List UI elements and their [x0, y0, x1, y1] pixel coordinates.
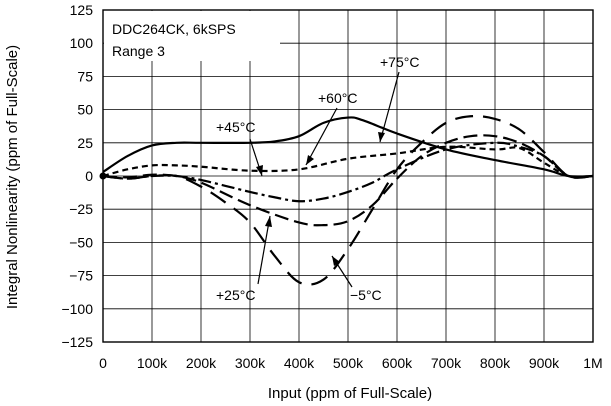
- series-line-1: [102, 145, 594, 179]
- y-tick-label: −75: [69, 268, 93, 284]
- arrowhead-75c: [378, 132, 385, 142]
- callout-label-60c: +60°C: [318, 90, 357, 106]
- annotation-box: [104, 11, 280, 61]
- x-tick-label: 1M: [583, 355, 602, 371]
- x-tick-label: 400k: [284, 355, 315, 371]
- x-tick-label: 900k: [529, 355, 560, 371]
- callout-label-75c: +75°C: [380, 54, 419, 70]
- y-tick-label: −25: [69, 201, 93, 217]
- y-tick-label: 50: [77, 102, 93, 118]
- x-axis-label: Input (ppm of Full-Scale): [268, 385, 432, 402]
- y-tick-label: −50: [69, 234, 93, 250]
- arrowhead-60c: [306, 155, 314, 165]
- leader-75c: [379, 71, 400, 143]
- arrowhead-45c: [256, 165, 263, 176]
- callout-label-45c: +45°C: [216, 119, 255, 135]
- y-tick-label: −125: [61, 334, 93, 350]
- y-tick-label: 125: [70, 2, 94, 18]
- annotation-line-2: Range 3: [112, 43, 165, 59]
- x-tick-label: 500k: [333, 355, 364, 371]
- plot-frame: [102, 9, 594, 343]
- y-tick-label: 100: [70, 35, 94, 51]
- y-tick-label: 25: [77, 135, 93, 151]
- x-tick-label: 100k: [137, 355, 168, 371]
- callout-arrowheads: [256, 132, 385, 266]
- x-tick-label: 300k: [235, 355, 266, 371]
- leader-60c: [305, 107, 338, 166]
- tick-labels: 0 100k 200k 300k 400k 500k 600k 700k 800k 900k 1M 1…: [61, 2, 602, 371]
- arrowhead-m5c: [332, 256, 340, 266]
- y-tick-label: 0: [85, 168, 93, 184]
- x-tick-label: 700k: [431, 355, 462, 371]
- x-tick-label: 0: [99, 355, 107, 371]
- x-tick-label: 200k: [186, 355, 217, 371]
- arrowhead-25c: [265, 216, 272, 227]
- x-tick-label: 600k: [382, 355, 413, 371]
- series-line-2: [102, 141, 594, 203]
- annotation-line-1: DDC264CK, 6kSPS: [112, 21, 236, 37]
- x-tick-label: 800k: [480, 355, 511, 371]
- leader-25c: [257, 215, 271, 285]
- callout-label-m5c: −5°C: [350, 287, 382, 303]
- series-line-4: [102, 114, 594, 286]
- callout-label-25c: +25°C: [216, 287, 255, 303]
- series-line-0: [102, 116, 594, 178]
- y-tick-label: 75: [77, 68, 93, 84]
- series-layer: [99, 114, 594, 286]
- callout-leaders: [249, 71, 400, 288]
- y-tick-label: −100: [61, 301, 93, 317]
- y-axis-label: Integral Nonlinearity (ppm of Full-Scale…: [4, 45, 21, 309]
